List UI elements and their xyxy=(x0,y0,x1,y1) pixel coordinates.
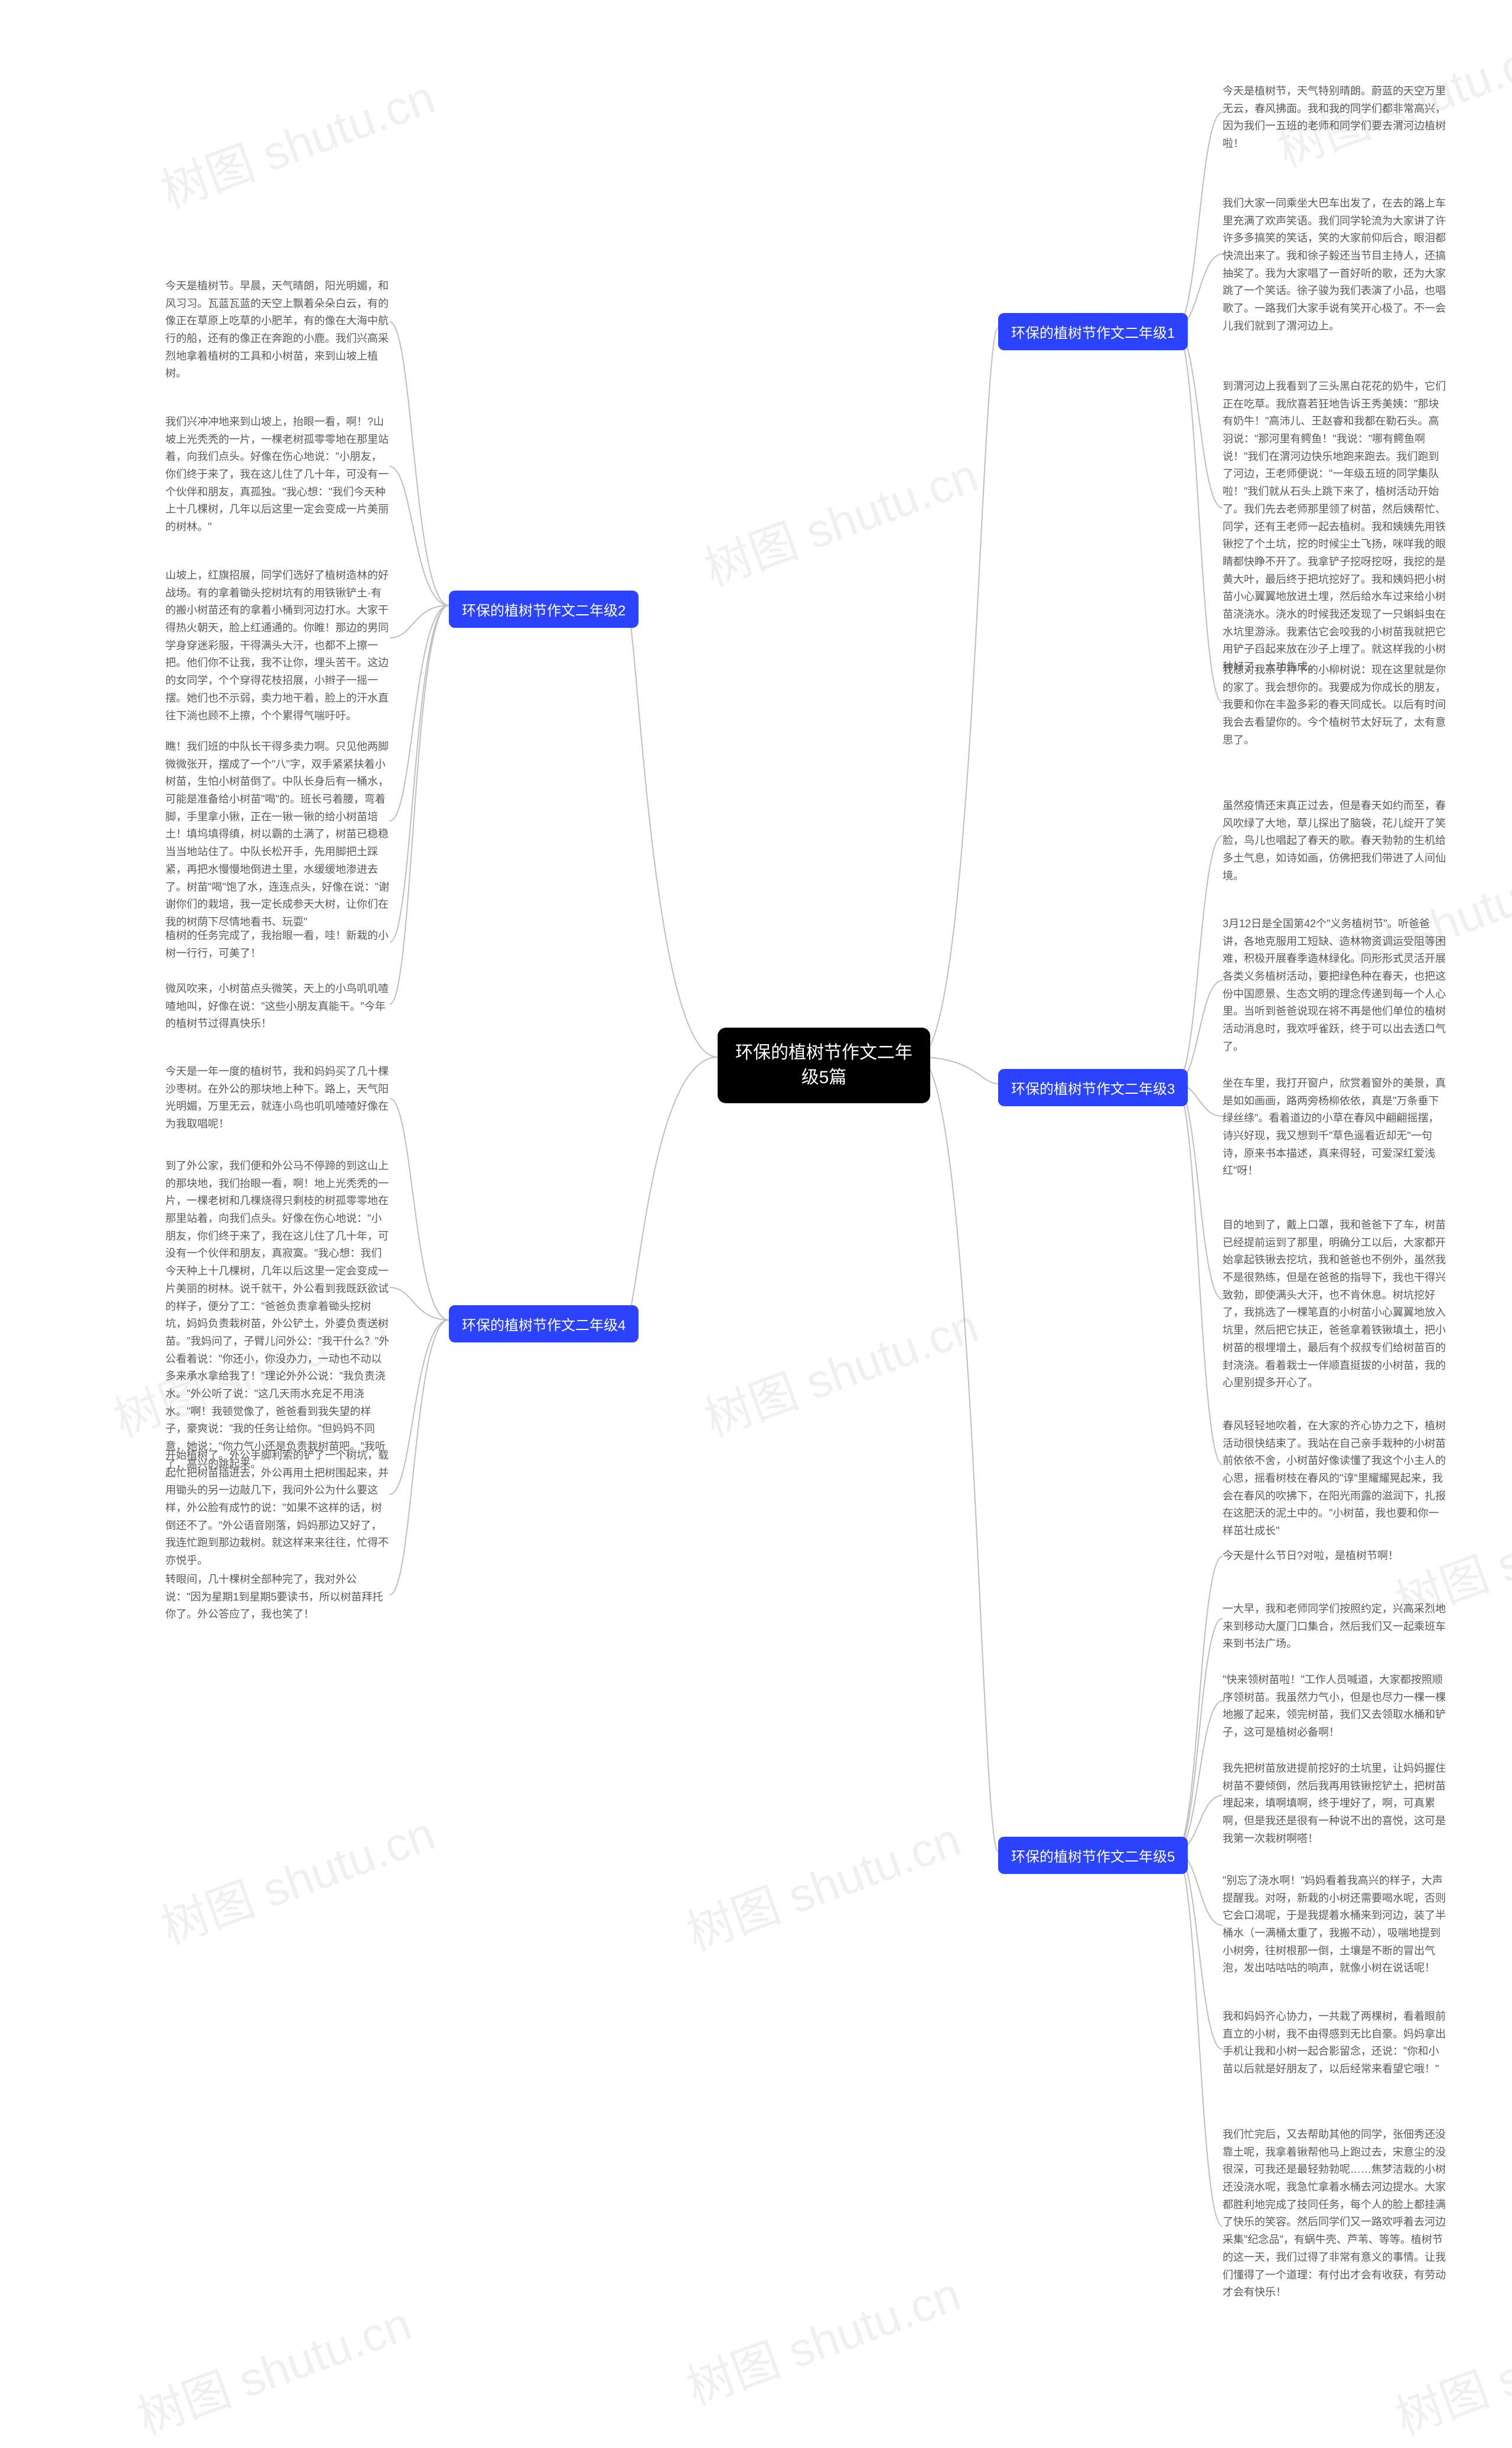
edge xyxy=(1175,980,1223,1084)
edge xyxy=(1175,1618,1223,1852)
leaf-node[interactable]: 我们忙完后，又去帮助其他的同学，张佃秀还没靠土呢，我拿着锹帮他马上跑过去，宋意尘… xyxy=(1223,2126,1447,2302)
edge xyxy=(390,605,449,821)
leaf-node[interactable]: 虽然疫情还末真正过去，但是春天如约而至，春风吹绿了大地，草儿探出了脑袋，花儿绽开… xyxy=(1223,797,1447,885)
leaf-node[interactable]: 我们兴冲冲地来到山坡上，抬眼一看，啊！?山坡上光秃秃的一片，一棵老树孤零零地在那… xyxy=(165,413,390,536)
leaf-node[interactable]: 转眼间，几十棵树全部种完了，我对外公说："因为星期1到星期5要读书，所以树苗拜托… xyxy=(165,1571,390,1624)
mindmap-canvas: 环保的植树节作文二年级5篇 环保的植树节作文二年级1 环保的植树节作文二年级2 … xyxy=(0,0,1512,2446)
edge xyxy=(390,322,449,605)
leaf-node[interactable]: "快来领树苗啦！"工作人员喊道，大家都按照顺序领树苗。我虽然力气小，但是也尽力一… xyxy=(1223,1671,1447,1742)
edge xyxy=(918,1057,998,1852)
leaf-node[interactable]: 坐在车里，我打开窗户，欣赏着窗外的美景，真是如如画画，路两旁杨柳依依，真是"万条… xyxy=(1223,1075,1447,1180)
branch-node-4[interactable]: 环保的植树节作文二年级4 xyxy=(449,1305,638,1342)
leaf-node[interactable]: 一大早，我和老师同学们按照约定，兴高采烈地来到移动大厦门口集合，然后我们又一起乘… xyxy=(1223,1601,1447,1653)
watermark-text: 树图 shutu.cn xyxy=(127,2286,419,2448)
leaf-node[interactable]: 我们大家一同乘坐大巴车出发了，在去的路上车里充满了欢声笑语。我们同学轮流为大家讲… xyxy=(1223,195,1447,335)
edge xyxy=(1175,1852,1223,2049)
edge xyxy=(1175,112,1223,328)
leaf-node[interactable]: 植树的任务完成了，我抬眼一看，哇！新栽的小树一行行，可美了！ xyxy=(165,927,390,962)
edge xyxy=(1175,1852,1223,2227)
edge xyxy=(1175,1701,1223,1852)
leaf-node[interactable]: 我先把树苗放进提前挖好的土坑里，让妈妈握住树苗不要倾倒，然后我再用铁锹挖铲土，把… xyxy=(1223,1760,1447,1847)
edge xyxy=(1175,1084,1223,1299)
edge xyxy=(390,605,449,942)
center-node[interactable]: 环保的植树节作文二年级5篇 xyxy=(718,1028,930,1103)
branch-node-3[interactable]: 环保的植树节作文二年级3 xyxy=(998,1069,1188,1106)
leaf-node[interactable]: 春风轻轻地吹着，在大家的齐心协力之下，植树活动很快结束了。我站在自己亲手栽种的小… xyxy=(1223,1417,1447,1540)
leaf-node[interactable]: 我想对我亲手种下的小柳树说：现在这里就是你的家了。我会想你的。我要成为你成长的朋… xyxy=(1223,661,1447,749)
edge xyxy=(390,467,449,605)
edge xyxy=(390,1287,449,1320)
edge xyxy=(390,605,449,638)
leaf-node[interactable]: 今天是什么节日?对啦，是植树节啊！ xyxy=(1223,1547,1399,1565)
edge xyxy=(390,1320,449,1595)
edge xyxy=(390,605,449,1004)
edge xyxy=(626,605,718,1057)
edge xyxy=(918,328,998,1057)
branch-node-5[interactable]: 环保的植树节作文二年级5 xyxy=(998,1837,1188,1874)
leaf-node[interactable]: 开始植树了。外公手脚利索的铲了一个树坑，载起忙把树苗插进去，外公再用土把树围起来… xyxy=(165,1447,390,1570)
edge xyxy=(1175,328,1223,703)
edge xyxy=(390,1320,449,1494)
watermark-text: 树图 shutu.cn xyxy=(151,1796,443,1958)
branch-node-2[interactable]: 环保的植树节作文二年级2 xyxy=(449,591,638,628)
watermark-text: 树图 shutu.cn xyxy=(694,1288,986,1450)
edge xyxy=(918,1057,998,1084)
edge xyxy=(626,1057,718,1320)
watermark-text: 树图 shutu.cn xyxy=(676,1802,969,1964)
watermark-text: 树图 shutu.cn xyxy=(694,438,986,600)
leaf-node[interactable]: 目的地到了，戴上口罩，我和爸爸下了车，树苗已经提前运到了那里，明确分工以后，大家… xyxy=(1223,1217,1447,1392)
leaf-node[interactable]: 今天是植树节，天气特别晴朗。蔚蓝的天空万里无云，春风拂面。我和我的同学们都非常高… xyxy=(1223,83,1447,153)
edge xyxy=(1175,328,1223,508)
watermark-text: 树图 shutu.cn xyxy=(1385,2286,1512,2448)
branch-node-1[interactable]: 环保的植树节作文二年级1 xyxy=(998,313,1188,350)
leaf-node[interactable]: 瞧！我们班的中队长干得多卖力啊。只见他两脚微微张开，摆成了一个"八"字，双手紧紧… xyxy=(165,738,390,931)
edge xyxy=(1175,836,1223,1084)
leaf-node[interactable]: 今天是植树节。早晨，天气晴朗，阳光明媚，和风习习。瓦蓝瓦蓝的天空上飘着朵朵白云，… xyxy=(165,278,390,383)
watermark-text: 树图 shutu.cn xyxy=(151,60,443,222)
leaf-node[interactable]: 山坡上，红旗招展，同学们选好了植树造林的好战场。有的拿着锄头挖树坑有的用铁锹铲土… xyxy=(165,567,390,725)
watermark-text: 树图 shutu.cn xyxy=(676,2257,969,2419)
leaf-node[interactable]: "别忘了浇水啊！"妈妈看着我高兴的样子，大声提醒我。对呀，新栽的小树还需要喝水呢… xyxy=(1223,1872,1447,1977)
edge xyxy=(390,1098,449,1320)
leaf-node[interactable]: 我和妈妈齐心协力，一共栽了两棵树，看着眼前直立的小树，我不由得感到无比自豪。妈妈… xyxy=(1223,2008,1447,2078)
leaf-node[interactable]: 3月12日是全国第42个"义务植树节"。听爸爸讲，各地克服用工短缺、造林物资调运… xyxy=(1223,915,1447,1056)
leaf-node[interactable]: 今天是一年一度的植树节，我和妈妈买了几十棵沙枣树。在外公的那块地上种下。路上，天… xyxy=(165,1063,390,1133)
leaf-node[interactable]: 到渭河边上我看到了三头黑白花花的奶牛，它们正在吃草。我欣喜若狂地告诉王秀美姨："… xyxy=(1223,378,1447,676)
edge xyxy=(1175,1556,1223,1852)
leaf-node[interactable]: 微风吹来，小树苗点头微笑，天上的小鸟叽叽喳喳地叫，好像在说："这些小朋友真能干。… xyxy=(165,980,390,1033)
edge xyxy=(1175,1084,1223,1465)
leaf-node[interactable]: 到了外公家，我们便和外公马不停蹄的到这山上的那块地，我们抬眼一看，啊！地上光秃秃… xyxy=(165,1158,390,1473)
